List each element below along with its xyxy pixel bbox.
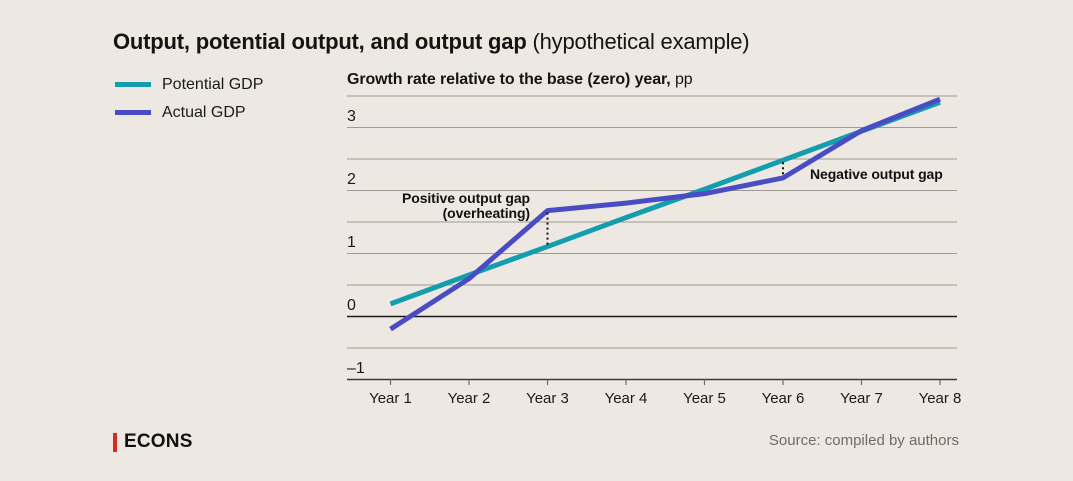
y-axis-label: 2: [347, 170, 356, 188]
actual-gdp-line-swatch-icon: [115, 110, 151, 115]
logo-red-bar-icon: [113, 432, 117, 452]
y-axis-label: 3: [347, 107, 356, 125]
potential-gdp-line-swatch-icon: [115, 82, 151, 87]
x-axis-label: Year 2: [447, 390, 491, 407]
x-axis-label: Year 7: [840, 390, 883, 407]
x-axis-label: Year 8: [918, 390, 962, 407]
y-axis-title: Growth rate relative to the base (zero) …: [347, 71, 693, 89]
x-axis-label: Year 1: [369, 390, 412, 407]
legend-item-potential-gdp: Potential GDP: [115, 75, 263, 94]
legend-label-potential-gdp: Potential GDP: [162, 75, 264, 93]
x-axis-label: Year 5: [683, 390, 726, 407]
annotation-negative-output-gap: Negative output gap: [810, 166, 943, 182]
x-axis-label: Year 3: [526, 390, 569, 407]
annotation-positive-line1: Positive output gap: [402, 190, 530, 206]
annotation-positive-line2: (overheating): [442, 205, 530, 221]
y-axis-label: –1: [347, 359, 365, 377]
logo-text: ECONS: [124, 431, 193, 452]
page-title: Output, potential output, and output gap…: [113, 29, 750, 55]
legend-label-actual-gdp: Actual GDP: [162, 103, 246, 121]
y-axis-title-text: Growth rate relative to the base (zero) …: [347, 71, 671, 88]
annotation-positive-output-gap: Positive output gap (overheating): [402, 191, 530, 221]
y-axis-label: 1: [347, 233, 356, 251]
legend-item-actual-gdp: Actual GDP: [115, 103, 263, 122]
y-axis-title-unit: pp: [670, 71, 693, 88]
source-note: Source: compiled by authors: [768, 432, 959, 449]
page-title-main: Output, potential output, and output gap: [113, 29, 527, 54]
x-axis-label: Year 4: [604, 390, 648, 407]
actual-gdp-line: [389, 96, 941, 332]
legend: Potential GDP Actual GDP: [115, 75, 263, 122]
econs-logo: ECONS: [113, 431, 193, 453]
y-axis-label: 0: [347, 296, 356, 314]
x-axis-label: Year 6: [761, 390, 805, 407]
page-title-sub: (hypothetical example): [526, 29, 750, 54]
